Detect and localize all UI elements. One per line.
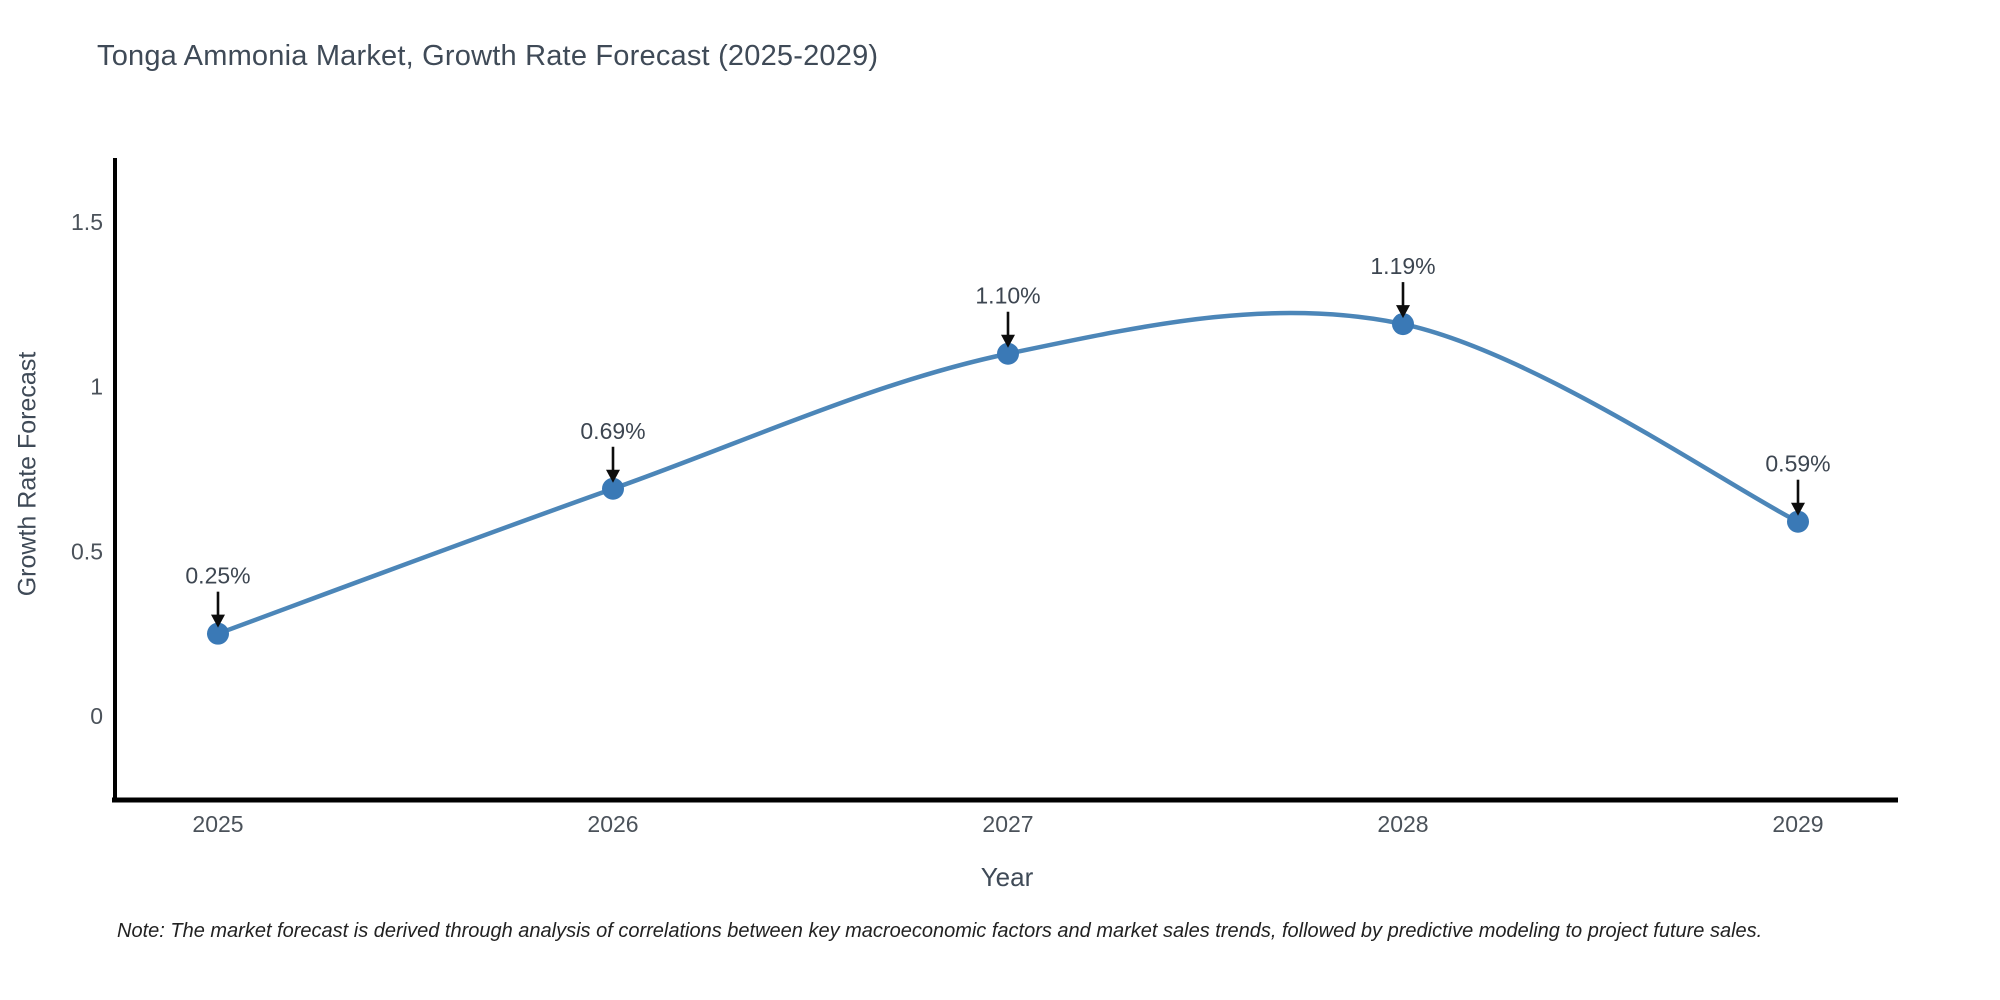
y-tick-0: 0 bbox=[90, 703, 103, 729]
y-tick-1.5: 1.5 bbox=[71, 209, 103, 235]
point-label: 1.10% bbox=[975, 283, 1040, 309]
x-tick-2025: 2025 bbox=[192, 811, 243, 837]
x-axis-ticks: 2025 2026 2027 2028 2029 bbox=[192, 811, 1823, 837]
y-axis-ticks: 0 0.5 1 1.5 bbox=[71, 209, 103, 729]
point-label: 1.19% bbox=[1370, 253, 1435, 279]
annotation-arrow-head bbox=[1396, 305, 1410, 319]
point-label: 0.25% bbox=[185, 563, 250, 589]
data-point-2025[interactable] bbox=[207, 622, 229, 645]
x-axis-title: Year bbox=[980, 862, 1034, 892]
chart-title: Tonga Ammonia Market, Growth Rate Foreca… bbox=[97, 40, 879, 72]
y-axis-title: Growth Rate Forecast bbox=[13, 351, 42, 597]
x-tick-2028: 2028 bbox=[1377, 811, 1428, 837]
data-points bbox=[207, 313, 1809, 645]
data-point-2027[interactable] bbox=[997, 342, 1019, 365]
point-label: 0.69% bbox=[580, 418, 645, 444]
annotation-arrow-head bbox=[1791, 502, 1805, 516]
x-tick-2029: 2029 bbox=[1772, 811, 1823, 837]
annotation-arrow-head bbox=[211, 614, 225, 628]
axes bbox=[112, 158, 1898, 803]
data-point-2028[interactable] bbox=[1392, 313, 1414, 336]
point-annotations: 0.25% 0.69% 1.10% 1.19% 0.59% bbox=[185, 253, 1831, 628]
footnote: Note: The market forecast is derived thr… bbox=[117, 920, 1763, 942]
x-tick-2026: 2026 bbox=[587, 811, 638, 837]
point-label: 0.59% bbox=[1765, 451, 1830, 477]
y-tick-1: 1 bbox=[90, 374, 103, 400]
data-point-2026[interactable] bbox=[602, 477, 624, 500]
x-tick-2027: 2027 bbox=[982, 811, 1033, 837]
data-point-2029[interactable] bbox=[1787, 510, 1809, 533]
y-tick-0.5: 0.5 bbox=[71, 538, 103, 564]
annotation-arrow-head bbox=[1001, 334, 1015, 348]
annotation-arrow-head bbox=[606, 469, 620, 483]
